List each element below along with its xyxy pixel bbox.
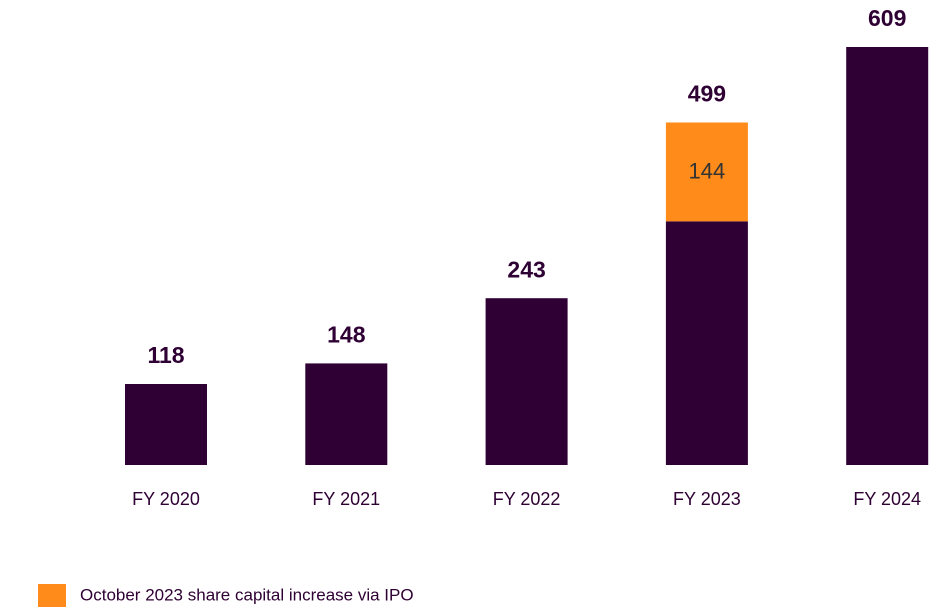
segment-label: 144: [689, 159, 726, 184]
total-label: 118: [147, 342, 184, 368]
x-tick-label: FY 2020: [132, 489, 200, 509]
total-label: 499: [688, 81, 726, 107]
x-tick-label: FY 2021: [312, 489, 380, 509]
x-tick-label: FY 2023: [673, 489, 741, 509]
total-label: 243: [507, 256, 545, 282]
legend-swatch: [38, 584, 66, 607]
bar-segment: [665, 122, 748, 222]
legend-label: October 2023 share capital increase via …: [80, 585, 414, 604]
bar-segment: [125, 384, 207, 465]
total-label: 609: [868, 5, 906, 31]
x-tick-label: FY 2024: [853, 489, 921, 509]
total-label: 148: [327, 321, 366, 347]
bar-segment: [665, 221, 748, 465]
bar-segment: [846, 47, 929, 465]
bar-segment: [305, 363, 388, 465]
x-tick-label: FY 2022: [493, 489, 561, 509]
bar-segment: [485, 298, 568, 465]
